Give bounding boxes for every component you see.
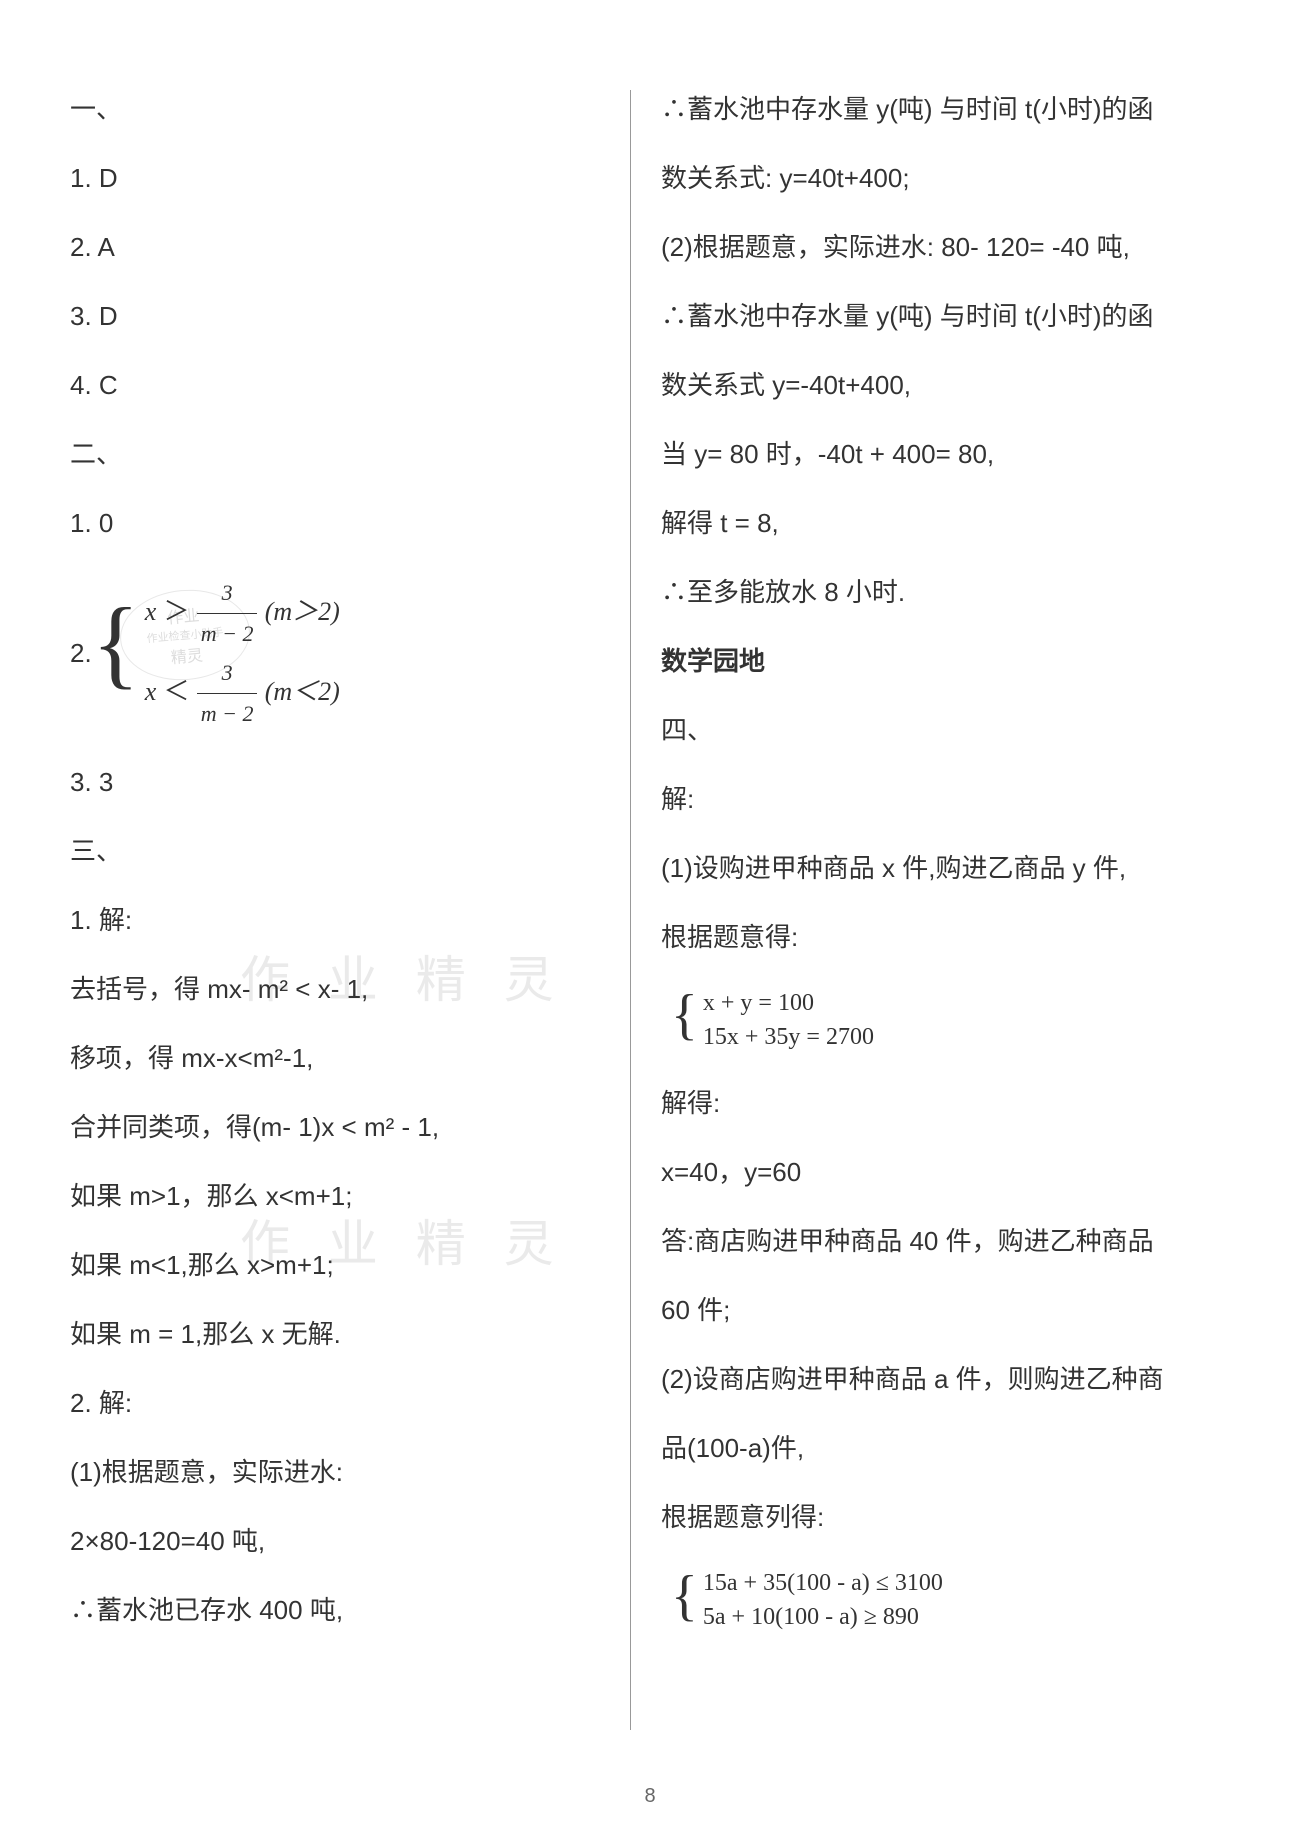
- solution-step: x=40，y=60: [661, 1153, 1191, 1192]
- answer-item: 1. D: [70, 159, 600, 198]
- solution-step: ∴蓄水池中存水量 y(吨) 与时间 t(小时)的函: [661, 297, 1191, 336]
- answer-item: 4. C: [70, 366, 600, 405]
- solution-step: 2×80-120=40 吨,: [70, 1522, 600, 1561]
- solution-step: 移项，得 mx-x<m²-1,: [70, 1039, 600, 1078]
- section-header: 三、: [70, 832, 600, 871]
- solution-step: (2)设商店购进甲种商品 a 件，则购进乙种商: [661, 1360, 1191, 1399]
- right-column: ∴蓄水池中存水量 y(吨) 与时间 t(小时)的函 数关系式: y=40t+40…: [631, 90, 1191, 1730]
- formula-row: x ＞ 3 m − 2 (m＞2): [145, 573, 340, 653]
- formula-system: { x + y = 100 15x + 35y = 2700: [671, 987, 1191, 1054]
- left-brace: {: [92, 603, 140, 683]
- solution-step: 当 y= 80 时，-40t + 400= 80,: [661, 435, 1191, 474]
- variable: x: [145, 597, 157, 626]
- variable: x: [145, 677, 157, 706]
- solution-step: 解得 t = 8,: [661, 504, 1191, 543]
- solution-label: 2. 解:: [70, 1384, 600, 1423]
- condition: (m＞2): [265, 597, 340, 626]
- solution-step: ∴至多能放水 8 小时.: [661, 573, 1191, 612]
- solution-step: 如果 m = 1,那么 x 无解.: [70, 1315, 600, 1354]
- solution-step: 数关系式 y=-40t+400,: [661, 366, 1191, 405]
- solution-step: ∴蓄水池已存水 400 吨,: [70, 1591, 600, 1630]
- solution-step: ∴蓄水池中存水量 y(吨) 与时间 t(小时)的函: [661, 90, 1191, 129]
- solution-step: (1)根据题意，实际进水:: [70, 1453, 600, 1492]
- formula-cases: x + y = 100 15x + 35y = 2700: [703, 987, 874, 1054]
- solution-step: (1)设购进甲种商品 x 件,购进乙商品 y 件,: [661, 849, 1191, 888]
- formula-row: 15a + 35(100 - a) ≤ 3100: [703, 1567, 943, 1601]
- section-header: 一、: [70, 90, 600, 129]
- section-title: 数学园地: [661, 642, 1191, 681]
- solution-step: 根据题意列得:: [661, 1498, 1191, 1537]
- solution-step: 解得:: [661, 1084, 1191, 1123]
- numerator: 3: [197, 653, 258, 694]
- solution-label: 1. 解:: [70, 901, 600, 940]
- answer-item: 3. 3: [70, 763, 600, 802]
- left-column: 一、 1. D 2. A 3. D 4. C 二、 1. 0 2. { x ＞ …: [70, 90, 630, 1730]
- formula-cases: x ＞ 3 m − 2 (m＞2) x ＜ 3 m − 2 (m＜2): [145, 573, 340, 733]
- section-header: 四、: [661, 711, 1191, 750]
- solution-step: 根据题意得:: [661, 918, 1191, 957]
- answer-item: 3. D: [70, 297, 600, 336]
- formula-piecewise: 2. { x ＞ 3 m − 2 (m＞2) x ＜ 3: [70, 573, 600, 733]
- formula-row: x + y = 100: [703, 987, 874, 1021]
- solution-step: 60 件;: [661, 1291, 1191, 1330]
- solution-step: 如果 m<1,那么 x>m+1;: [70, 1246, 600, 1285]
- two-column-layout: 一、 1. D 2. A 3. D 4. C 二、 1. 0 2. { x ＞ …: [70, 90, 1230, 1730]
- formula-row: 5a + 10(100 - a) ≥ 890: [703, 1601, 943, 1635]
- formula-cases: 15a + 35(100 - a) ≤ 3100 5a + 10(100 - a…: [703, 1567, 943, 1634]
- operator: ＞: [163, 596, 189, 626]
- solution-step: 答:商店购进甲种商品 40 件，购进乙种商品: [661, 1222, 1191, 1261]
- formula-system: { 15a + 35(100 - a) ≤ 3100 5a + 10(100 -…: [671, 1567, 1191, 1634]
- solution-step: (2)根据题意，实际进水: 80- 120= -40 吨,: [661, 228, 1191, 267]
- section-header: 二、: [70, 435, 600, 474]
- fraction: 3 m − 2: [197, 653, 258, 733]
- solution-step: 品(100-a)件,: [661, 1429, 1191, 1468]
- denominator: m − 2: [197, 614, 258, 654]
- left-brace: {: [671, 990, 698, 1040]
- formula-prefix: 2.: [70, 638, 92, 669]
- page-number: 8: [644, 1785, 655, 1808]
- left-brace: {: [671, 1571, 698, 1621]
- answer-item: 1. 0: [70, 504, 600, 543]
- solution-step: 去括号，得 mx- m² < x- 1,: [70, 970, 600, 1009]
- operator: ＜: [163, 676, 189, 706]
- fraction: 3 m − 2: [197, 573, 258, 653]
- condition: (m＜2): [265, 677, 340, 706]
- solution-step: 数关系式: y=40t+400;: [661, 159, 1191, 198]
- numerator: 3: [197, 573, 258, 614]
- answer-item: 2. A: [70, 228, 600, 267]
- denominator: m − 2: [197, 694, 258, 734]
- formula-row: x ＜ 3 m − 2 (m＜2): [145, 653, 340, 733]
- solution-label: 解:: [661, 780, 1191, 819]
- solution-step: 如果 m>1，那么 x<m+1;: [70, 1177, 600, 1216]
- solution-step: 合并同类项，得(m- 1)x < m² - 1,: [70, 1108, 600, 1147]
- formula-row: 15x + 35y = 2700: [703, 1021, 874, 1055]
